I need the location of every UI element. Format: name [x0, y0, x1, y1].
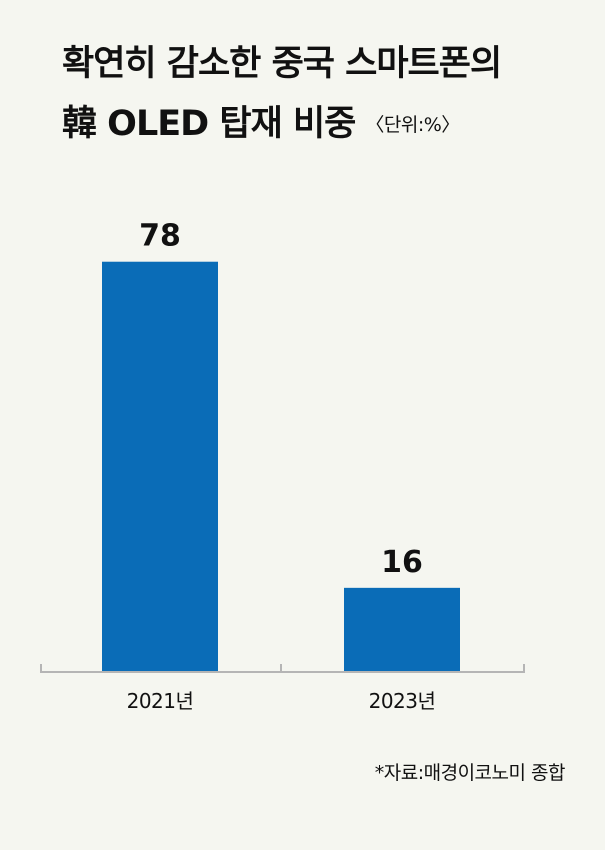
chart-title-line-2-text: 韓 OLED 탑재 비중	[62, 104, 356, 144]
source-note: *자료:매경이코노미 종합	[374, 762, 566, 784]
value-labels-group: 78 16	[139, 219, 423, 580]
bar-0	[102, 261, 218, 672]
bars-group	[102, 261, 460, 672]
value-label-1: 16	[381, 545, 423, 580]
bar-1	[344, 587, 460, 672]
unit-label: 〈단위:%〉	[365, 114, 460, 136]
chart-title-line-2: 韓 OLED 탑재 비중 〈단위:%〉	[62, 94, 592, 155]
value-label-0: 78	[139, 219, 181, 254]
category-labels-group: 2021년 2023년	[127, 689, 436, 713]
chart-title-line-1: 확연히 감소한 중국 스마트폰의	[62, 44, 502, 84]
category-label-0: 2021년	[127, 689, 194, 713]
category-label-1: 2023년	[369, 689, 436, 713]
chart-title: 확연히 감소한 중국 스마트폰의 韓 OLED 탑재 비중 〈단위:%〉	[62, 34, 592, 155]
x-axis	[40, 664, 525, 673]
